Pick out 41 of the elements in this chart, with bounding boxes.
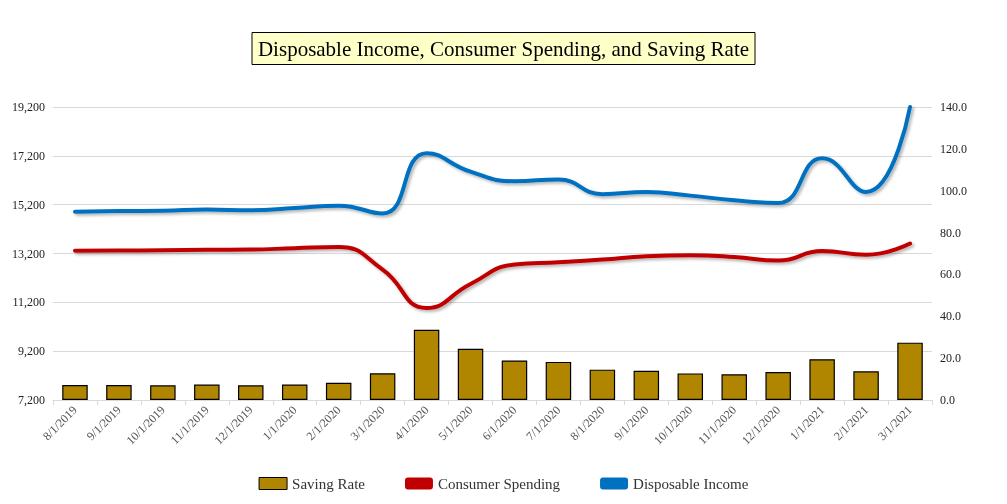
y-tick-label: 15,200 [12,197,45,212]
chart-title: Disposable Income, Consumer Spending, and Saving Rate [257,36,750,61]
legend-label: Saving Rate [292,475,366,492]
bar [457,348,484,400]
bar [150,385,176,400]
y-tick-label: 17,200 [12,148,45,163]
bar [853,371,879,400]
legend-label: Consumer Spending [437,475,561,492]
bar [62,384,88,400]
bar [501,360,528,400]
y-tick-label: 9,200 [18,344,45,359]
line-series [72,241,913,310]
bar [897,342,923,400]
bar [106,384,132,400]
bar [765,371,791,400]
bar [194,384,220,400]
bar [369,373,396,400]
y2-tick-label: 20.0 [940,351,961,366]
bar [589,369,616,400]
bar [545,361,572,400]
legend-label: Disposable Income [633,475,749,492]
bar [633,370,660,400]
line-series [72,105,913,216]
y-tick-label: 19,200 [12,100,45,114]
y2-tick-label: 0.0 [940,393,955,407]
y-tick-label: 11,200 [12,295,45,310]
y2-tick-label: 80.0 [940,225,961,240]
bar [809,359,835,400]
y2-tick-label: 140.0 [940,100,967,114]
y-tick-label: 7,200 [18,393,45,407]
bar [413,329,440,400]
bar [325,382,352,400]
bar [721,374,747,400]
y2-tick-label: 100.0 [940,183,967,198]
y-tick-label: 13,200 [12,246,45,261]
bar [677,373,704,400]
y2-tick-label: 40.0 [940,309,961,324]
bar [281,384,308,400]
y2-tick-label: 60.0 [940,267,961,282]
bar [238,385,264,400]
y2-tick-label: 120.0 [940,141,967,156]
